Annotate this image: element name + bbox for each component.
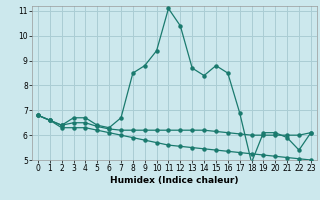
X-axis label: Humidex (Indice chaleur): Humidex (Indice chaleur)	[110, 176, 239, 185]
